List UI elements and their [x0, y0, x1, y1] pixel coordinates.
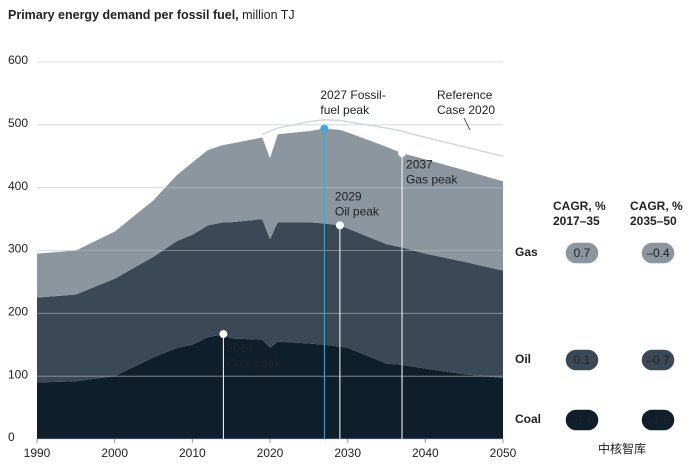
legend-label: Oil [515, 352, 531, 366]
annotation-dot [335, 221, 344, 230]
y-tick-label: 500 [8, 116, 28, 130]
cagr-pill [564, 241, 600, 265]
annotation-label: Oil peak [335, 205, 380, 219]
x-tick-label: 2010 [179, 446, 206, 460]
annotation-dot [398, 149, 407, 158]
x-tick-label: 2040 [412, 446, 439, 460]
annotation-dot [219, 330, 228, 339]
x-tick-label: 2050 [490, 446, 517, 460]
x-tick-label: 2030 [334, 446, 361, 460]
y-tick-label: 300 [8, 242, 28, 256]
x-tick-label: 1990 [24, 446, 51, 460]
annotation-dot [320, 124, 329, 133]
x-tick-label: 2000 [101, 446, 128, 460]
cagr-header: CAGR, % [630, 199, 683, 213]
cagr-value: –0.7 [646, 353, 670, 367]
cagr-header: 2035–50 [630, 214, 677, 228]
annotation-label: fuel peak [320, 103, 370, 117]
annotation-label: 2014 [226, 341, 253, 355]
cagr-header: CAGR, % [553, 199, 606, 213]
reference-label: Reference [437, 88, 493, 102]
chart-title: Primary energy demand per fossil fuel, m… [8, 8, 295, 22]
cagr-pill [564, 408, 600, 432]
cagr-value: –0.4 [646, 246, 670, 260]
annotation-label: Coal peak [226, 356, 281, 370]
annotation-label: 2037 [406, 157, 433, 171]
y-tick-label: 600 [8, 53, 28, 67]
y-tick-label: 200 [8, 305, 28, 319]
cagr-value: 0.1 [574, 353, 591, 367]
subtitle-text: million TJ [242, 8, 295, 22]
title-text: Primary energy demand per fossil fuel, [8, 8, 239, 22]
y-tick-label: 400 [8, 179, 28, 193]
cagr-pill [564, 348, 600, 372]
area-gas [37, 128, 503, 298]
reference-leader [463, 117, 471, 131]
y-tick-label: 0 [8, 430, 15, 444]
area-oil [37, 219, 503, 383]
annotation-label: 2027 Fossil- [320, 88, 385, 102]
y-tick-label: 100 [8, 367, 28, 381]
reference-line [261, 119, 504, 157]
x-tick-label: 2020 [257, 446, 284, 460]
cagr-value: –1.6 [570, 413, 594, 427]
annotation-label: 2029 [335, 190, 362, 204]
cagr-pill [640, 408, 676, 432]
annotation-label: Gas peak [406, 172, 458, 186]
reference-label: Case 2020 [437, 103, 495, 117]
watermark: 中核智库 [598, 441, 646, 456]
cagr-value: –1.6 [646, 413, 670, 427]
cagr-pill [640, 348, 676, 372]
cagr-pill [640, 241, 676, 265]
legend-label: Gas [515, 245, 538, 259]
cagr-header: 2017–35 [553, 214, 600, 228]
cagr-value: 0.7 [574, 246, 591, 260]
legend-label: Coal [515, 412, 541, 426]
area-coal [37, 334, 503, 439]
